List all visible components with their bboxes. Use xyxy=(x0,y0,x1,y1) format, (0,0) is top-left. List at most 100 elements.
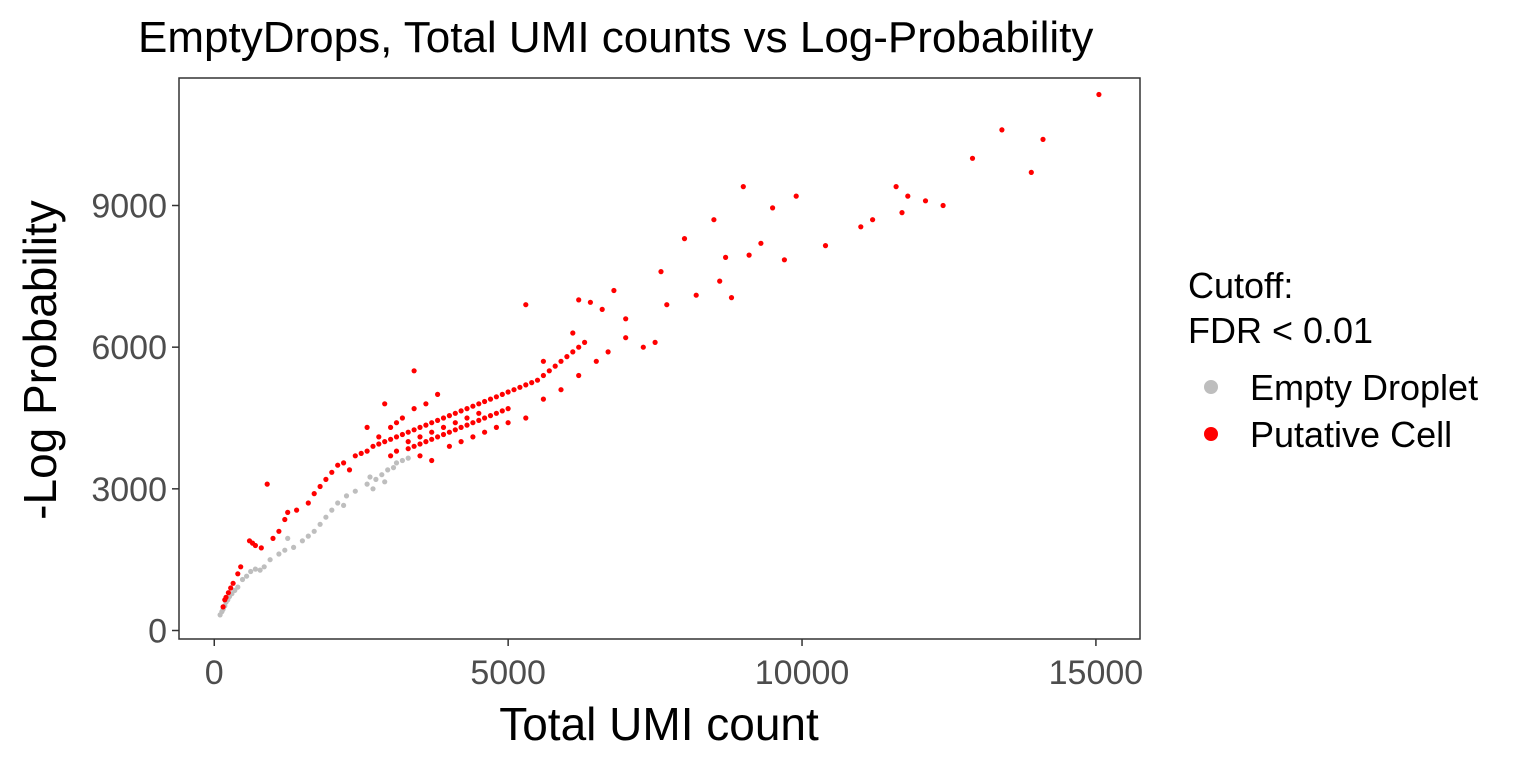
point-putative-cell-5 xyxy=(230,580,236,586)
point-putative-cell-7 xyxy=(238,564,244,570)
point-putative-cell-146 xyxy=(417,434,423,440)
point-putative-cell-128 xyxy=(793,193,799,199)
point-empty-droplet-41 xyxy=(285,535,291,542)
point-putative-cell-111 xyxy=(611,287,617,294)
point-empty-droplet-15 xyxy=(261,564,267,570)
point-empty-droplet-9 xyxy=(235,584,241,590)
point-putative-cell-112 xyxy=(623,316,629,322)
legend-key-putative-cell xyxy=(1204,427,1218,441)
point-putative-cell-52 xyxy=(505,389,511,395)
point-empty-droplet-16 xyxy=(267,557,273,563)
point-empty-droplet-31 xyxy=(379,472,385,478)
point-empty-droplet-18 xyxy=(282,547,288,553)
point-putative-cell-83 xyxy=(493,410,499,416)
point-empty-droplet-13 xyxy=(252,566,258,572)
point-putative-cell-118 xyxy=(693,292,699,298)
point-putative-cell-122 xyxy=(728,295,735,301)
y-axis-title: -Log Probability xyxy=(14,200,66,520)
point-empty-droplet-14 xyxy=(257,567,263,573)
x-tick-label-2: 10000 xyxy=(755,654,850,692)
y-tick-label-0: 0 xyxy=(148,613,167,651)
point-putative-cell-47 xyxy=(476,401,482,407)
point-putative-cell-103 xyxy=(558,387,564,393)
point-empty-droplet-33 xyxy=(390,465,397,471)
point-putative-cell-101 xyxy=(523,415,529,421)
point-putative-cell-104 xyxy=(576,372,582,379)
point-putative-cell-145 xyxy=(405,439,411,445)
point-putative-cell-75 xyxy=(446,429,452,435)
point-putative-cell-97 xyxy=(470,434,476,440)
point-empty-droplet-23 xyxy=(317,521,323,527)
point-putative-cell-79 xyxy=(470,420,476,426)
point-putative-cell-20 xyxy=(317,483,323,490)
point-putative-cell-95 xyxy=(446,443,452,449)
point-putative-cell-135 xyxy=(922,198,929,204)
point-empty-droplet-19 xyxy=(291,544,297,551)
point-empty-droplet-29 xyxy=(364,481,370,487)
legend-title-line1: Cutoff: xyxy=(1188,265,1293,306)
point-putative-cell-45 xyxy=(464,406,470,412)
point-putative-cell-106 xyxy=(540,358,547,364)
point-putative-cell-88 xyxy=(423,401,429,407)
x-tick-label-3: 15000 xyxy=(1049,654,1144,692)
point-putative-cell-137 xyxy=(969,155,976,161)
point-empty-droplet-34 xyxy=(393,460,400,466)
point-putative-cell-55 xyxy=(523,382,529,388)
point-putative-cell-130 xyxy=(858,224,864,230)
point-empty-droplet-24 xyxy=(323,514,329,520)
point-putative-cell-73 xyxy=(435,434,441,440)
point-putative-cell-131 xyxy=(870,217,876,223)
point-putative-cell-17 xyxy=(294,507,300,513)
point-putative-cell-108 xyxy=(576,297,582,303)
point-putative-cell-0 xyxy=(220,604,226,610)
point-putative-cell-139 xyxy=(1028,169,1034,175)
point-putative-cell-48 xyxy=(482,398,488,405)
point-putative-cell-42 xyxy=(446,413,452,419)
point-putative-cell-127 xyxy=(781,257,788,263)
point-putative-cell-76 xyxy=(452,427,458,433)
point-putative-cell-24 xyxy=(341,460,347,466)
point-putative-cell-89 xyxy=(435,391,441,397)
point-putative-cell-113 xyxy=(640,344,646,350)
point-putative-cell-124 xyxy=(746,252,752,258)
x-tick-label-0: 0 xyxy=(205,654,224,692)
point-putative-cell-140 xyxy=(1040,136,1046,142)
point-putative-cell-38 xyxy=(423,422,429,428)
point-putative-cell-57 xyxy=(534,377,541,383)
axes-layer: 0 5000 10000 15000 0 3000 6000 9000 xyxy=(91,188,1143,693)
point-putative-cell-62 xyxy=(564,354,570,360)
point-empty-droplet-22 xyxy=(311,528,317,534)
point-putative-cell-69 xyxy=(411,443,417,449)
point-putative-cell-109 xyxy=(587,299,594,305)
point-putative-cell-148 xyxy=(440,424,447,430)
point-putative-cell-90 xyxy=(411,368,417,374)
point-putative-cell-53 xyxy=(511,387,517,393)
point-empty-droplet-12 xyxy=(248,568,254,575)
point-putative-cell-93 xyxy=(417,453,423,459)
point-putative-cell-153 xyxy=(376,434,382,440)
point-putative-cell-58 xyxy=(540,372,547,379)
point-putative-cell-105 xyxy=(523,302,529,308)
legend-key-empty-droplet xyxy=(1204,380,1218,394)
point-putative-cell-2 xyxy=(223,594,229,601)
point-empty-droplet-11 xyxy=(244,573,250,579)
point-putative-cell-68 xyxy=(405,446,411,452)
point-putative-cell-31 xyxy=(382,439,388,445)
x-axis-title: Total UMI count xyxy=(499,698,819,750)
point-putative-cell-6 xyxy=(235,571,241,577)
point-putative-cell-147 xyxy=(429,429,435,435)
point-putative-cell-116 xyxy=(664,302,670,308)
point-putative-cell-96 xyxy=(458,439,464,445)
point-putative-cell-121 xyxy=(723,254,729,260)
point-empty-droplet-27 xyxy=(343,493,350,499)
point-putative-cell-16 xyxy=(285,509,291,515)
point-putative-cell-49 xyxy=(487,396,494,402)
point-empty-droplet-36 xyxy=(405,455,411,461)
point-empty-droplet-39 xyxy=(367,474,373,480)
point-putative-cell-19 xyxy=(311,491,317,497)
point-putative-cell-134 xyxy=(905,193,911,199)
point-putative-cell-77 xyxy=(458,424,464,430)
point-empty-droplet-26 xyxy=(335,500,341,506)
point-putative-cell-41 xyxy=(440,415,447,421)
point-putative-cell-72 xyxy=(429,436,435,442)
